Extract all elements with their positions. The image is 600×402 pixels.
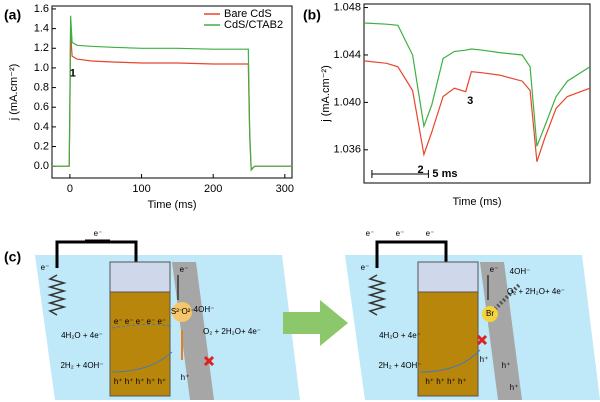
diagram-label: e⁻ e⁻ e⁻ e⁻ e⁻ xyxy=(114,317,166,326)
line xyxy=(52,31,292,171)
y-tick-label: 0.2 xyxy=(34,140,49,152)
diagram-label: e⁻ xyxy=(180,265,189,274)
line xyxy=(363,60,591,162)
y-tick-label: 0.4 xyxy=(34,121,49,133)
ligand xyxy=(490,282,522,314)
annotation: 3 xyxy=(467,95,473,107)
cross xyxy=(476,334,488,346)
semiconductor xyxy=(109,291,171,397)
diagram-label: O²⁻ xyxy=(181,307,194,316)
diagram-label: e⁻ xyxy=(426,229,435,238)
diagram-label: 2H₂ + 4OH⁻ xyxy=(60,361,103,370)
wire xyxy=(55,240,138,268)
y-tick-label: 1.040 xyxy=(333,96,361,108)
adsorbate xyxy=(482,306,498,322)
band xyxy=(111,323,173,329)
diagram-label: Br xyxy=(486,309,494,318)
band xyxy=(419,349,481,373)
diagram-label: 2H₂ + 4OH⁻ xyxy=(378,361,421,370)
diagram-label: h⁺ xyxy=(510,383,519,392)
x-axis-title: Time (ms) xyxy=(452,196,501,208)
annotation: 1 xyxy=(70,68,76,80)
line xyxy=(52,15,292,172)
diagram-label: h⁺ h⁺ h⁺ h⁺ h⁺ xyxy=(114,377,166,386)
annotation: 2 xyxy=(417,164,423,176)
diagram-label: e⁻ xyxy=(396,229,405,238)
y-tick-label: 1.036 xyxy=(333,144,361,156)
electrode-top xyxy=(109,261,171,293)
layer xyxy=(172,262,214,400)
layer xyxy=(480,262,522,400)
y-tick-label: 1.048 xyxy=(333,1,361,13)
y-axis-title: j (mA.cm⁻²) xyxy=(320,65,332,123)
legend-label: CdS/CTAB2 xyxy=(224,19,283,31)
cross xyxy=(203,355,215,367)
band xyxy=(111,351,173,373)
diagram-label: h⁺ xyxy=(502,361,511,370)
y-tick-label: 1.4 xyxy=(34,23,49,35)
diagram-label: e⁻ xyxy=(490,265,499,274)
diagram-label: h⁺ xyxy=(480,355,489,364)
diagram-label: 4H₂O + 4e⁻ xyxy=(379,331,421,340)
transition-arrow xyxy=(283,300,348,346)
diagram-label: 4H₂O + 4e⁻ xyxy=(61,331,103,340)
diagram: e⁻ e⁻ e⁻ e⁻ e⁻ e⁻ e⁻ e⁻ 4H₂O + 4e⁻ 2H₂ + 4OH⁻… xyxy=(35,229,600,400)
diagram-label: h⁺ h⁺ h⁺ h⁺ xyxy=(425,377,466,386)
diagram-label: 4OH⁻ xyxy=(510,267,531,276)
diagram-label: 4OH⁻ xyxy=(194,305,215,314)
y-tick-label: 0.8 xyxy=(34,81,49,93)
y-tick-label: 1.0 xyxy=(34,62,49,74)
wire xyxy=(375,240,448,268)
legend-label: Bare CdS xyxy=(224,8,272,20)
diagram-label: O₂ + 2H₂O+ 4e⁻ xyxy=(507,287,565,296)
electrode-top xyxy=(417,261,479,293)
diagram-label: e⁻ xyxy=(366,229,375,238)
adsorbate xyxy=(172,302,192,322)
y-tick-label: 0.0 xyxy=(34,160,49,172)
panel-label: (a) xyxy=(4,7,21,23)
plot-frame xyxy=(51,5,293,179)
panel-label: (b) xyxy=(303,7,321,23)
x-tick-label: 300 xyxy=(276,183,294,195)
y-tick-label: 1.2 xyxy=(34,42,49,54)
spring xyxy=(47,274,67,316)
diagram-label: e⁻ xyxy=(361,263,370,272)
diagram-label: S²⁻ xyxy=(171,307,183,316)
scale-bar-label: 5 ms xyxy=(432,168,457,180)
plot-frame xyxy=(363,3,591,184)
panel-label: (c) xyxy=(4,249,21,265)
x-tick-label: 200 xyxy=(204,183,222,195)
line xyxy=(363,22,591,147)
x-tick-label: 0 xyxy=(67,183,73,195)
y-tick-label: 1.6 xyxy=(34,3,49,15)
diagram-label: h⁺ xyxy=(181,373,190,382)
y-tick-label: 1.044 xyxy=(333,49,361,61)
diagram-label: e⁻ xyxy=(94,229,103,238)
diagram-label: e⁻ xyxy=(41,263,50,272)
y-axis-title: j (mA.cm⁻²) xyxy=(8,64,20,122)
y-tick-label: 0.6 xyxy=(34,101,49,113)
x-tick-label: 100 xyxy=(132,183,150,195)
spring xyxy=(367,274,387,316)
diagram-label: O₂ + 2H₂O+ 4e⁻ xyxy=(203,327,261,336)
x-axis-title: Time (ms) xyxy=(147,199,196,211)
